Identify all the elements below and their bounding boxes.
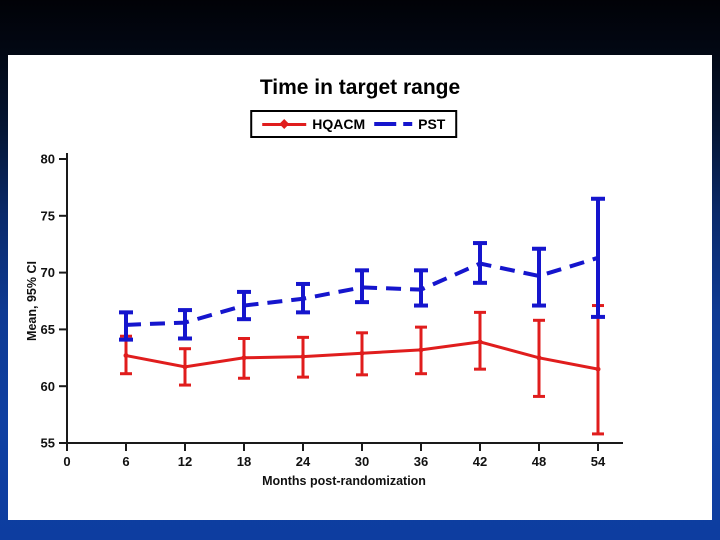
pst-dash-short-icon	[403, 122, 413, 126]
x-tick-label: 6	[122, 454, 129, 469]
x-axis: 0 6 12 18 24 30 36 42 48 54 Months post-randomizat…	[63, 442, 623, 488]
point-marker	[595, 366, 601, 372]
y-tick-label: 80	[41, 152, 55, 167]
point-marker	[241, 355, 247, 361]
mean-line	[125, 255, 599, 327]
y-tick-label: 75	[41, 208, 55, 223]
legend-label-hqacm: HQACM	[312, 116, 366, 132]
legend-label-pst: PST	[418, 116, 446, 132]
y-axis: 55 60 65 70 75 80 Mean, 95% CI	[25, 152, 68, 451]
series-hqacm	[120, 304, 604, 436]
legend: HQACM PST	[250, 110, 458, 138]
y-tick-label: 70	[41, 265, 55, 280]
point-marker	[300, 354, 306, 360]
x-tick-label: 48	[532, 454, 546, 469]
y-tick-label: 65	[41, 322, 55, 337]
series-pst	[119, 196, 605, 342]
x-axis-title: Months post-randomization	[262, 474, 426, 488]
point-marker	[182, 364, 188, 370]
point-marker	[477, 339, 483, 345]
chart-panel: Time in target range HQACM PST 55 60 65 70 7…	[8, 55, 712, 520]
y-tick-label: 60	[41, 379, 55, 394]
hqacm-line-sample-icon	[262, 119, 307, 129]
x-tick-label: 24	[296, 454, 311, 469]
point-marker	[123, 353, 129, 359]
x-tick-label: 36	[414, 454, 428, 469]
legend-item-pst: PST	[374, 116, 445, 132]
x-tick-label: 12	[178, 454, 192, 469]
x-tick-label: 54	[591, 454, 606, 469]
pst-dash-long-icon	[374, 122, 397, 126]
legend-item-hqacm: HQACM	[262, 116, 365, 132]
point-marker	[359, 350, 365, 356]
y-tick-label: 55	[41, 436, 55, 451]
x-tick-label: 18	[237, 454, 251, 469]
plot-svg: 55 60 65 70 75 80 Mean, 95% CI 0 6 12 18 24 30 36 42 48…	[25, 152, 623, 488]
point-marker	[536, 355, 542, 361]
point-marker	[418, 347, 424, 353]
x-tick-label: 0	[63, 454, 70, 469]
pst-dash-sample-icon	[374, 122, 413, 126]
x-tick-label: 30	[355, 454, 369, 469]
chart-title: Time in target range	[259, 76, 461, 99]
x-tick-label: 42	[473, 454, 487, 469]
y-axis-title: Mean, 95% CI	[25, 261, 39, 341]
